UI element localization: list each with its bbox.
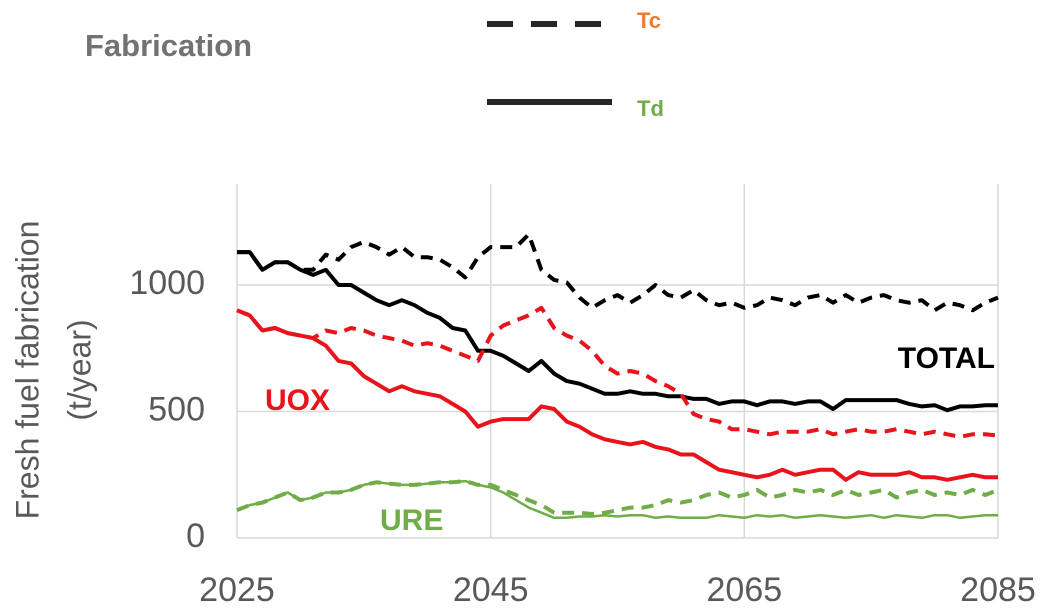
legend-label: Td [637,96,664,121]
x-tick-label: 2025 [199,571,275,609]
series-line [236,479,998,520]
group-label: URE [380,504,443,537]
x-tick-label: 2085 [960,571,1036,609]
y-axis-label: Fresh fuel fabrication [9,221,45,520]
y-tick-label: 500 [148,390,205,428]
y-axis-label: (t/year) [61,319,97,420]
series-line [236,305,999,439]
group-label: TOTAL [898,342,995,375]
series-line [236,479,999,516]
x-tick-label: 2045 [453,571,529,609]
chart-title: Fabrication [85,28,252,63]
group-label: UOX [265,384,330,417]
y-tick-label: 0 [186,517,205,555]
legend-label: Tc [637,8,661,33]
y-tick-label: 1000 [129,264,205,302]
series-line [237,250,998,413]
series-line [236,308,998,482]
x-tick-label: 2065 [707,571,783,609]
series-line [237,232,999,313]
